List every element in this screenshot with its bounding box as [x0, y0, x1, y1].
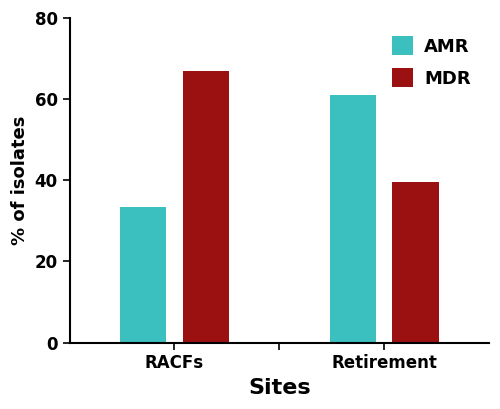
Bar: [330, 95, 376, 342]
Legend: AMR, MDR: AMR, MDR: [382, 27, 480, 97]
Bar: [392, 182, 438, 342]
Bar: [183, 71, 229, 342]
Y-axis label: % of isolates: % of isolates: [11, 116, 29, 245]
X-axis label: Sites: Sites: [248, 378, 310, 398]
Bar: [120, 207, 166, 342]
